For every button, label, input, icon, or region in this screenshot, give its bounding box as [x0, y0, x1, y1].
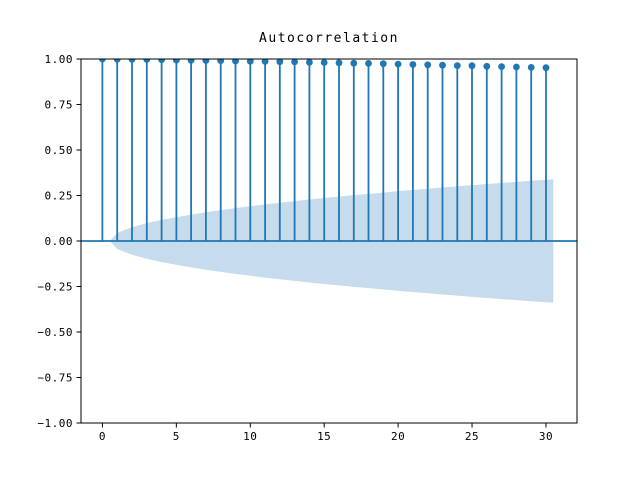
stem-marker-lag-20	[394, 60, 402, 68]
y-tick-label: 0.00	[45, 235, 74, 248]
stem-marker-lag-3	[143, 59, 151, 63]
stem-marker-lag-11	[261, 59, 269, 65]
x-tick-label: 30	[539, 430, 553, 443]
y-tick-label: −0.50	[37, 326, 73, 339]
stem-marker-lag-19	[379, 60, 387, 68]
x-tick-label: 15	[317, 430, 331, 443]
stem-marker-lag-5	[173, 59, 180, 64]
x-tick-label: 20	[391, 430, 405, 443]
x-tick-label: 0	[99, 430, 106, 443]
y-tick-label: 0.75	[45, 99, 74, 112]
stem-marker-lag-30	[542, 64, 550, 72]
stem-marker-lag-18	[365, 60, 372, 67]
stem-marker-lag-12	[276, 59, 284, 66]
x-tick-label: 10	[243, 430, 257, 443]
x-tick-label: 25	[465, 430, 479, 443]
stem-marker-lag-13	[291, 59, 298, 66]
stem-marker-lag-23	[439, 61, 446, 69]
stem-marker-lag-27	[498, 63, 505, 70]
stem-marker-lag-28	[513, 63, 520, 71]
y-tick-label: 0.25	[45, 190, 74, 203]
y-tick-label: 1.00	[45, 53, 74, 66]
stem-marker-lag-15	[320, 59, 328, 66]
stem-marker-lag-8	[217, 59, 225, 64]
stem-marker-lag-17	[350, 59, 358, 67]
stem-marker-lag-24	[453, 62, 461, 69]
y-tick-label: 0.50	[45, 144, 74, 157]
y-tick-label: −0.25	[37, 281, 73, 294]
stem-marker-lag-4	[158, 59, 165, 64]
stem-marker-lag-10	[246, 59, 254, 65]
stem-marker-lag-9	[232, 59, 239, 65]
stem-marker-lag-22	[424, 61, 432, 69]
stem-marker-lag-1	[113, 59, 121, 63]
y-tick-label: −0.75	[37, 372, 73, 385]
stem-marker-lag-29	[527, 64, 535, 71]
stem-marker-lag-21	[409, 61, 417, 68]
chart-title: Autocorrelation	[259, 31, 399, 46]
stem-marker-lag-14	[306, 59, 313, 66]
y-tick-label: −1.00	[37, 417, 73, 430]
stem-marker-lag-0	[99, 59, 106, 63]
stem-marker-lag-2	[128, 59, 136, 63]
x-tick-label: 5	[173, 430, 180, 443]
stem-marker-lag-26	[483, 62, 491, 70]
stem-marker-lag-6	[187, 59, 195, 64]
stem-marker-lag-16	[335, 59, 343, 67]
stem-marker-lag-7	[202, 59, 210, 64]
stem-marker-lag-25	[468, 62, 476, 70]
